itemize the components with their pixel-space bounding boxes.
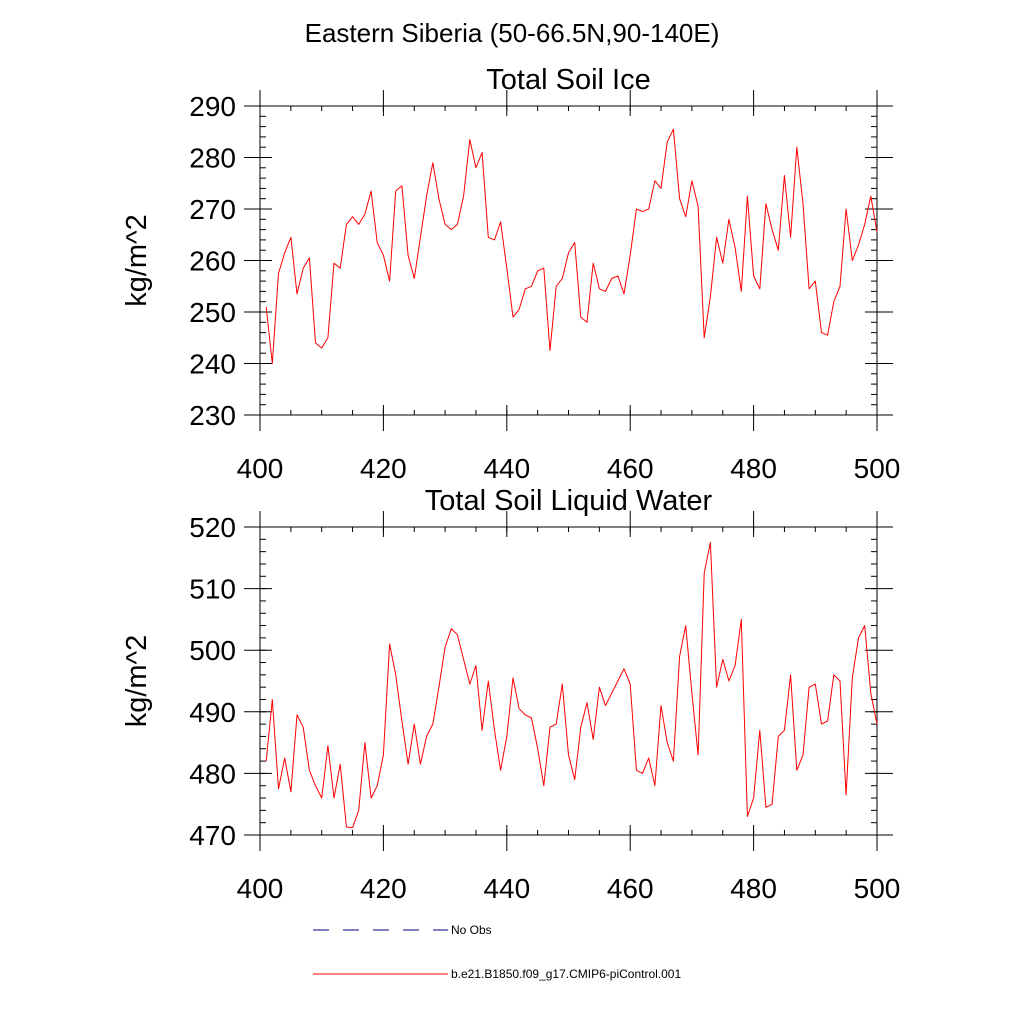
y-tick-label: 490	[189, 697, 236, 728]
chart-title: Total Soil Liquid Water	[425, 485, 713, 517]
series-line	[265, 128, 878, 364]
y-tick-label: 260	[189, 246, 236, 277]
y-tick-label: 480	[189, 758, 236, 789]
legend: No Obs b.e21.B1850.f09_g17.CMIP6-piContro…	[313, 923, 681, 981]
panel-total-soil-liquid-water: 470 480 490 500 510 520 400 420 440 460 480 500 Tota…	[121, 485, 900, 904]
y-tick-label: 240	[189, 349, 236, 380]
y-tick-label: 280	[189, 143, 236, 174]
x-tick-label: 460	[607, 873, 654, 904]
chart-title: Total Soil Ice	[486, 64, 650, 96]
panel-total-soil-ice: 230 240 250 260 270 280 290 400 420 440 460 480 500 T…	[121, 64, 900, 484]
legend-label-1: b.e21.B1850.f09_g17.CMIP6-piControl.001	[451, 967, 681, 981]
series-line	[265, 541, 878, 829]
y-tick-label: 250	[189, 297, 236, 328]
y-tick-label: 510	[189, 574, 236, 605]
y-tick-label: 230	[189, 400, 236, 431]
y-tick-label: 470	[189, 820, 236, 851]
y-tick-label: 500	[189, 635, 236, 666]
y-axis-label: kg/m^2	[121, 635, 153, 728]
figure-suptitle: Eastern Siberia (50-66.5N,90-140E)	[304, 18, 720, 48]
y-tick-label: 520	[189, 512, 236, 543]
x-tick-label: 400	[237, 453, 284, 484]
x-tick-label: 440	[483, 873, 530, 904]
y-tick-label: 270	[189, 194, 236, 225]
x-tick-label: 440	[483, 453, 530, 484]
legend-label-0: No Obs	[451, 923, 492, 937]
x-tick-label: 400	[237, 873, 284, 904]
x-tick-label: 420	[360, 873, 407, 904]
y-tick-label: 290	[189, 91, 236, 122]
x-tick-label: 480	[730, 873, 777, 904]
x-tick-label: 500	[854, 873, 901, 904]
x-tick-label: 460	[607, 453, 654, 484]
x-tick-label: 420	[360, 453, 407, 484]
y-axis-label: kg/m^2	[121, 214, 153, 307]
x-tick-label: 480	[730, 453, 777, 484]
x-tick-label: 500	[854, 453, 901, 484]
plot-frame	[259, 105, 878, 416]
plot-frame	[259, 526, 878, 836]
